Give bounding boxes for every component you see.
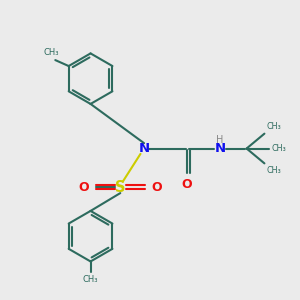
Text: S: S	[115, 180, 125, 195]
Text: CH₃: CH₃	[267, 122, 282, 131]
Text: N: N	[139, 142, 150, 155]
Text: CH₃: CH₃	[271, 144, 286, 153]
Text: CH₃: CH₃	[83, 275, 98, 284]
Text: O: O	[182, 178, 193, 191]
Text: O: O	[152, 181, 162, 194]
Text: CH₃: CH₃	[43, 48, 58, 57]
Text: H: H	[216, 136, 224, 146]
Text: N: N	[214, 142, 225, 155]
Text: CH₃: CH₃	[267, 166, 282, 175]
Text: O: O	[78, 181, 89, 194]
